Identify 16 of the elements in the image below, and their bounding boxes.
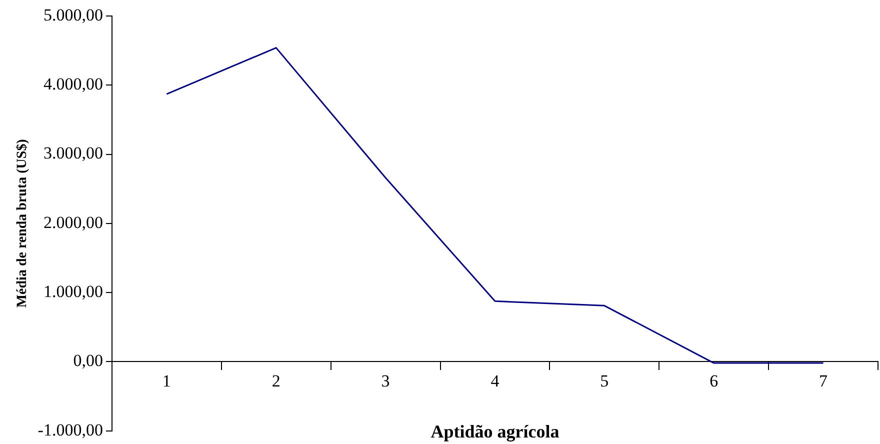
y-tick-label: 3.000,00 [43,144,103,163]
y-tick-label: 1.000,00 [43,282,103,301]
y-tick-label: 0,00 [73,351,103,370]
y-tick-label: -1.000,00 [38,420,103,440]
x-tick-label: 5 [600,371,609,390]
y-tick-label: 4.000,00 [43,74,103,94]
x-tick-label: 3 [381,371,390,390]
x-tick-label: 6 [710,371,718,390]
y-tick-label: 2.000,00 [43,212,103,232]
y-axis-title: Média de renda bruta (US$) [15,138,30,308]
x-tick-label: 7 [819,371,828,390]
y-tick-label: 5.000,00 [43,5,103,24]
x-tick-label: 1 [162,371,171,390]
x-tick-label: 2 [272,371,280,390]
x-tick-label: 4 [490,371,500,390]
x-axis-title: Aptidão agrícola [430,422,560,442]
